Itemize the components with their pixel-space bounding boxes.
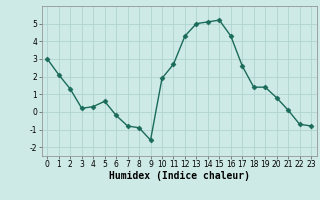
X-axis label: Humidex (Indice chaleur): Humidex (Indice chaleur) (109, 171, 250, 181)
